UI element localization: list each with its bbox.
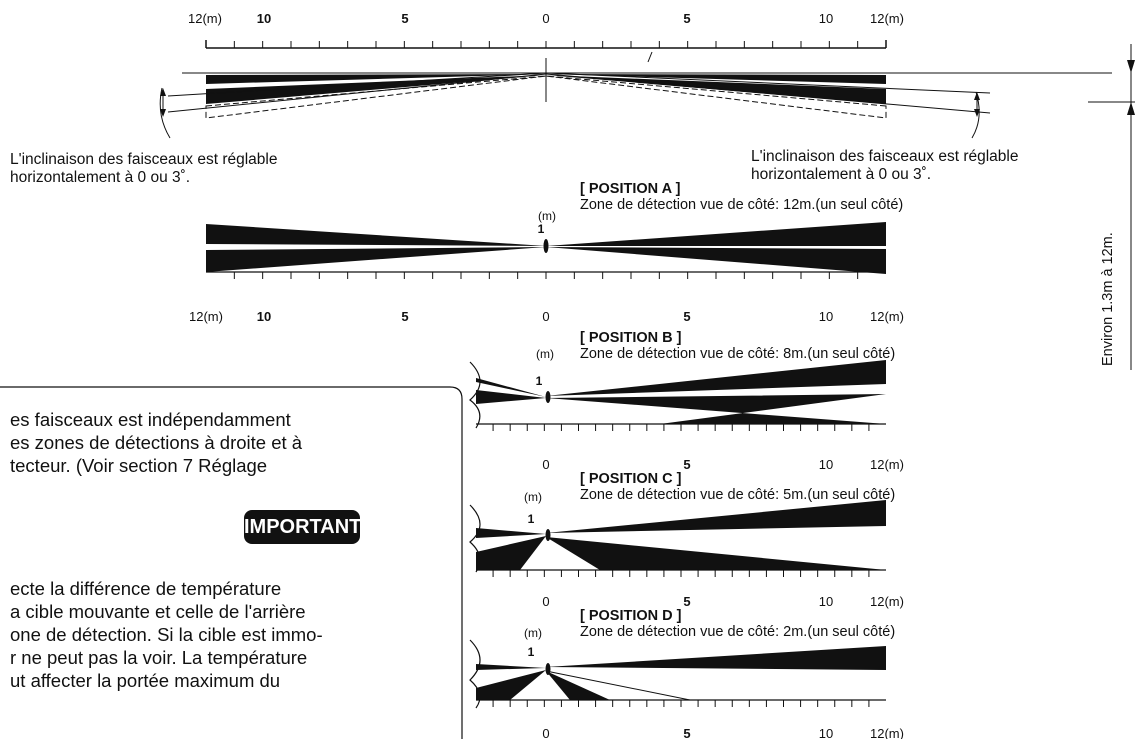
a-left-end-label: 12(m): [189, 309, 223, 324]
top-left-5-label: 5: [401, 11, 408, 26]
a-left-5-label: 5: [401, 309, 408, 324]
position-d-title: [ POSITION D ]: [580, 608, 682, 624]
plan-view-beams: [159, 44, 1135, 370]
a-right-5-label: 5: [683, 309, 690, 324]
b-center-label: 0: [542, 457, 549, 472]
position-b-title: [ POSITION B ]: [580, 330, 682, 346]
position-d-desc: Zone de détection vue de côté: 2m.(un se…: [580, 624, 896, 640]
position-c-heading: [ POSITION C ] Zone de détection vue de …: [580, 471, 895, 503]
b-right-end-label: 12(m): [870, 457, 904, 472]
info-line-1: es faisceaux est indépendamment: [10, 409, 291, 430]
position-a-desc: Zone de détection vue de côté: 12m.(un s…: [580, 197, 904, 213]
d-right-end-label: 12(m): [870, 726, 904, 739]
top-left-end-label: 12(m): [188, 11, 222, 26]
c-right-end-label: 12(m): [870, 594, 904, 609]
a-left-10-label: 10: [257, 309, 271, 324]
b-right-5-label: 5: [683, 457, 690, 472]
position-c-desc: Zone de détection vue de côté: 5m.(un se…: [580, 487, 896, 503]
position-d-heading: [ POSITION D ] Zone de détection vue de …: [580, 608, 895, 640]
a-center-label: 0: [542, 309, 549, 324]
position-d-diagram: [469, 639, 886, 709]
top-left-10-label: 10: [257, 11, 271, 26]
position-c-title: [ POSITION C ]: [580, 471, 682, 487]
position-b-heading: [ POSITION B ] Zone de détection vue de …: [580, 330, 895, 362]
d-height-label: 1: [528, 645, 535, 659]
top-right-5-label: 5: [683, 11, 690, 26]
left-tilt-note-line1: L'inclinaison des faisceaux est réglable: [10, 151, 278, 168]
info-line-3: tecteur. (Voir section 7 Réglage: [10, 455, 268, 476]
top-right-10-label: 10: [819, 11, 833, 26]
c-right-10-label: 10: [819, 594, 833, 609]
d-right-10-label: 10: [819, 726, 833, 739]
c-right-5-label: 5: [683, 594, 690, 609]
d-center-label: 0: [542, 726, 549, 739]
c-height-label: 1: [528, 512, 535, 526]
position-b-diagram: [469, 360, 886, 431]
top-scale: [205, 40, 887, 49]
c-center-label: 0: [542, 594, 549, 609]
a-right-end-label: 12(m): [870, 309, 904, 324]
position-a-heading: [ POSITION A ] Zone de détection vue de …: [580, 181, 903, 213]
position-b-desc: Zone de détection vue de côté: 8m.(un se…: [580, 346, 896, 362]
info-line-2: es zones de détections à droite et à: [10, 432, 303, 453]
d-right-5-label: 5: [683, 726, 690, 739]
b-height-label: 1: [536, 374, 543, 388]
important-badge: IMPORTANT: [244, 510, 361, 544]
right-tilt-note: L'inclinaison des faisceaux est réglable…: [751, 148, 1018, 184]
left-tilt-note-line2: horizontalement à 0 ou 3˚.: [10, 169, 191, 186]
info-line-4: ecte la différence de température: [10, 578, 282, 599]
info-box-outline: [0, 386, 463, 739]
right-tilt-note-line2: horizontalement à 0 ou 3˚.: [751, 166, 932, 183]
a-unit-label: (m): [538, 209, 556, 223]
position-c-diagram: [469, 500, 886, 577]
height-range-label: Environ 1.3m à 12m.: [1100, 232, 1116, 366]
info-line-8: ut affecter la portée maximum du: [10, 670, 281, 691]
a-right-10-label: 10: [819, 309, 833, 324]
left-tilt-note: L'inclinaison des faisceaux est réglable…: [10, 151, 277, 187]
info-line-5: a cible mouvante et celle de l'arrière: [10, 601, 306, 622]
d-unit-label: (m): [524, 626, 542, 640]
top-center-label: 0: [542, 11, 549, 26]
info-box-text-top: es faisceaux est indépendamment es zones…: [10, 408, 302, 477]
a-height-label: 1: [538, 222, 545, 236]
c-unit-label: (m): [524, 490, 542, 504]
position-a-diagram: [206, 222, 886, 279]
position-a-title: [ POSITION A ]: [580, 181, 681, 197]
b-unit-label: (m): [536, 347, 554, 361]
right-tilt-note-line1: L'inclinaison des faisceaux est réglable: [751, 148, 1019, 165]
info-box-text-bottom: ecte la différence de température a cibl…: [10, 577, 323, 692]
info-line-7: r ne peut pas la voir. La température: [10, 647, 308, 668]
b-right-10-label: 10: [819, 457, 833, 472]
info-line-6: one de détection. Si la cible est immo-: [10, 624, 323, 645]
top-right-end-label: 12(m): [870, 11, 904, 26]
